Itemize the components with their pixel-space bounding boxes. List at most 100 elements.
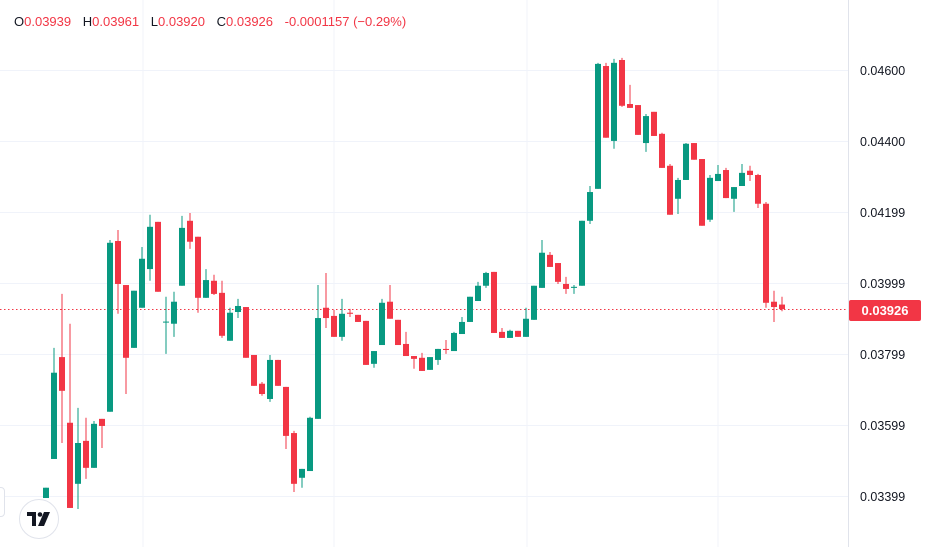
price-axis[interactable]: 0.04600 0.04400 0.04199 0.03999 0.03799 0.035… bbox=[860, 64, 905, 504]
price-tick-label: 0.03799 bbox=[860, 348, 905, 362]
candle-down bbox=[563, 276, 569, 294]
candle-body bbox=[579, 220, 585, 286]
candle-down bbox=[411, 356, 417, 369]
side-toggle-button[interactable] bbox=[0, 487, 5, 517]
candle-down bbox=[363, 320, 369, 365]
candle-down bbox=[83, 417, 89, 479]
candle-down bbox=[547, 252, 553, 267]
candle-body bbox=[571, 286, 577, 288]
candle-up bbox=[379, 298, 385, 346]
grid bbox=[0, 0, 848, 547]
candle-body bbox=[659, 133, 665, 168]
candle-body bbox=[563, 283, 569, 289]
change-value: -0.0001157 (−0.29%) bbox=[284, 14, 407, 29]
candle-up bbox=[739, 163, 745, 187]
candle-body bbox=[547, 254, 553, 267]
candle-body bbox=[675, 179, 681, 199]
candle-up bbox=[643, 113, 649, 152]
candle-body bbox=[59, 357, 65, 391]
tradingview-logo-icon[interactable] bbox=[19, 499, 59, 539]
candle-down bbox=[219, 280, 225, 338]
candle-down bbox=[603, 62, 609, 138]
candle-body bbox=[131, 290, 137, 348]
open-label: O bbox=[14, 14, 25, 29]
candle-body bbox=[211, 280, 217, 294]
candle-body bbox=[539, 252, 545, 288]
candle-body bbox=[339, 313, 345, 337]
candle-body bbox=[515, 330, 521, 337]
low-value: 0.03920 bbox=[158, 14, 205, 29]
candle-body bbox=[691, 143, 697, 160]
candle-body bbox=[731, 187, 737, 199]
candle-down bbox=[555, 263, 561, 284]
candle-body bbox=[195, 236, 201, 298]
candle-body bbox=[643, 116, 649, 144]
candle-body bbox=[83, 440, 89, 468]
candle-down bbox=[403, 331, 409, 357]
candle-up bbox=[587, 186, 593, 224]
candles bbox=[43, 57, 785, 510]
candle-body bbox=[459, 321, 465, 335]
candle-up bbox=[675, 177, 681, 215]
candle-up bbox=[427, 357, 433, 370]
candle-down bbox=[59, 293, 65, 443]
candle-body bbox=[763, 203, 769, 303]
price-tick-label: 0.03999 bbox=[860, 277, 905, 291]
candle-body bbox=[123, 285, 129, 358]
candle-up bbox=[131, 290, 137, 348]
candle-body bbox=[363, 320, 369, 365]
candle-body bbox=[491, 271, 497, 333]
candle-up bbox=[459, 316, 465, 335]
candle-body bbox=[419, 357, 425, 371]
candle-down bbox=[635, 105, 641, 135]
candle-down bbox=[251, 354, 257, 386]
price-tick-label: 0.03599 bbox=[860, 419, 905, 433]
candle-body bbox=[179, 227, 185, 286]
candle-down bbox=[659, 132, 665, 168]
candle-up bbox=[171, 291, 177, 337]
candle-down bbox=[443, 340, 449, 354]
candle-up bbox=[683, 143, 689, 180]
candle-up bbox=[435, 348, 441, 365]
candle-body bbox=[155, 221, 161, 292]
candle-body bbox=[299, 468, 305, 478]
candle-body bbox=[723, 170, 729, 199]
candle-body bbox=[499, 331, 505, 338]
candle-body bbox=[523, 318, 529, 337]
candle-up bbox=[707, 174, 713, 222]
candle-body bbox=[259, 383, 265, 395]
price-tick-label: 0.04600 bbox=[860, 64, 905, 78]
candle-up bbox=[227, 307, 233, 341]
candle-body bbox=[739, 172, 745, 187]
candle-body bbox=[227, 312, 233, 341]
candle-body bbox=[507, 330, 513, 338]
candle-body bbox=[651, 111, 657, 136]
candle-up bbox=[139, 247, 145, 308]
candle-body bbox=[747, 170, 753, 175]
candle-down bbox=[275, 359, 281, 386]
ohlc-legend: O0.03939 H0.03961 L0.03920 C0.03926 -0.0… bbox=[14, 14, 406, 29]
candle-body bbox=[619, 59, 625, 106]
candle-body bbox=[315, 318, 321, 419]
candle-up bbox=[595, 62, 601, 189]
candle-body bbox=[403, 343, 409, 357]
candle-down bbox=[747, 165, 753, 182]
candle-up bbox=[571, 285, 577, 294]
candle-body bbox=[755, 174, 761, 204]
candle-up bbox=[475, 281, 481, 302]
candle-body bbox=[699, 159, 705, 226]
tv-logo-glyph-icon bbox=[27, 512, 50, 526]
candle-body bbox=[139, 258, 145, 308]
candle-body bbox=[667, 165, 673, 215]
candle-down bbox=[771, 290, 777, 322]
last-price-label: 0.03926 bbox=[849, 300, 921, 321]
candle-down bbox=[627, 84, 633, 108]
candle-body bbox=[451, 332, 457, 352]
candle-down bbox=[651, 111, 657, 136]
candle-up bbox=[267, 354, 273, 402]
candle-down bbox=[283, 386, 289, 450]
candle-body bbox=[707, 177, 713, 220]
high-label: H bbox=[82, 14, 93, 29]
candle-body bbox=[371, 351, 377, 364]
